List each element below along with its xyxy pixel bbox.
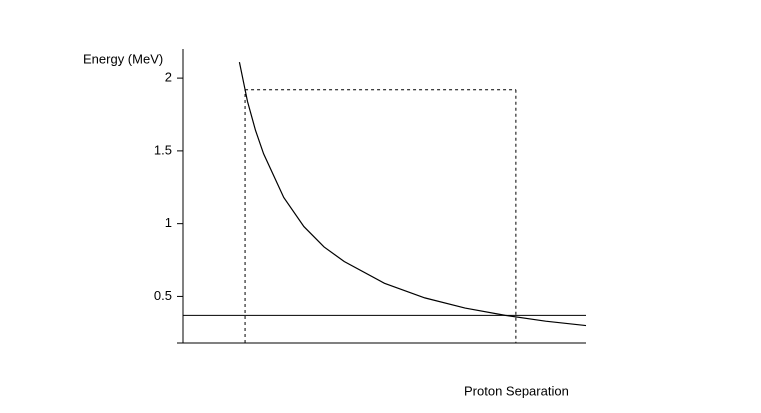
y-tick-label: 2 (165, 70, 172, 85)
y-tick-label: 0.5 (154, 288, 172, 303)
x-axis-label: Proton Separation (464, 383, 569, 398)
y-tick-label: 1 (165, 215, 172, 230)
curve (238, 61, 587, 327)
y-tick-label: 1.5 (154, 142, 172, 157)
y-axis-label: Energy (MeV) (83, 51, 163, 66)
